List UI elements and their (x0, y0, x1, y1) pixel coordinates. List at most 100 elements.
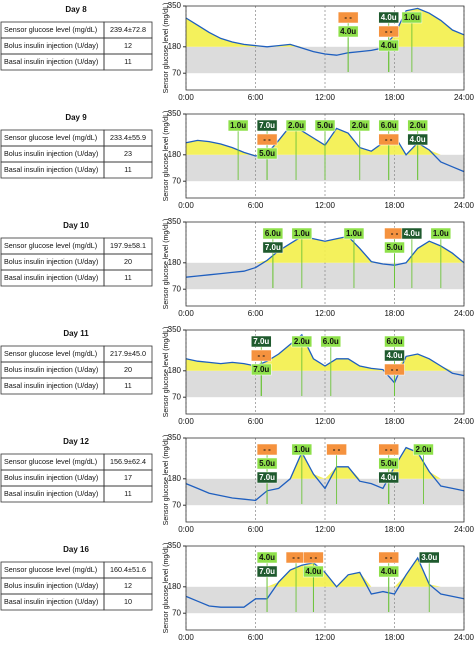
insulin-box (378, 551, 399, 564)
row-label: Sensor glucose level (mg/dL) (4, 457, 97, 466)
glucose-line (185, 7, 465, 56)
row-value: 11 (124, 57, 131, 66)
x-tick-label: 12:00 (315, 201, 336, 210)
plot-frame (185, 221, 465, 307)
plot-frame (185, 113, 465, 199)
insulin-label: 1.0u (346, 229, 362, 238)
insulin-label: 6.0u (323, 337, 339, 346)
insulin-label: 4.0u (381, 41, 397, 50)
day-title: Day 8 (65, 5, 87, 14)
row-value: 197.9±58.1 (110, 241, 146, 250)
insulin-box (256, 551, 278, 564)
y-tick-label: 350 (168, 325, 182, 334)
x-tick-label: 6:00 (248, 93, 264, 102)
insulin-box (251, 363, 272, 376)
insulin-label: 7.0u (259, 473, 275, 482)
y-tick-label: 70 (172, 392, 181, 401)
x-tick-label: 18:00 (384, 525, 405, 534)
insulin-box (378, 457, 399, 470)
insulin-label: 1.0u (230, 121, 246, 130)
row-value: 11 (124, 273, 131, 282)
hyperglycemia-area (186, 447, 464, 479)
insulin-label: 5.0u (317, 121, 333, 130)
y-axis-label: Sensor glucose level (mg/dL) (163, 219, 170, 310)
y-tick-label: 180 (168, 474, 182, 483)
insulin-label: 5.0u (381, 459, 397, 468)
insulin-box (407, 133, 428, 146)
insulin-label: 1.0u (404, 13, 420, 22)
insulin-box (378, 565, 399, 578)
x-tick-label: 24:00 (454, 309, 474, 318)
x-tick-label: 18:00 (384, 93, 405, 102)
row-label: Bolus insulin injection (U/day) (4, 149, 98, 158)
row-label: Sensor glucose level (mg/dL) (4, 133, 97, 142)
insulin-label: 4.0u (404, 229, 420, 238)
row-label: Basal insulin injection (U/day) (4, 381, 98, 390)
insulin-box (256, 471, 278, 484)
insulin-label: 2.0u (415, 445, 431, 454)
insulin-label: 7.0u (259, 121, 275, 130)
insulin-box (378, 11, 399, 24)
x-tick-label: 24:00 (454, 201, 474, 210)
plot-frame (185, 437, 465, 523)
insulin-box (349, 119, 370, 132)
y-tick-label: 350 (168, 217, 182, 226)
row-label: Basal insulin injection (U/day) (4, 165, 98, 174)
insulin-label: 1.0u (433, 229, 449, 238)
insulin-box (256, 443, 278, 456)
x-tick-label: 18:00 (384, 633, 405, 642)
row-value: 11 (124, 489, 131, 498)
insulin-label: - - (333, 445, 341, 454)
insulin-label: 4.0u (340, 27, 356, 36)
insulin-box (256, 119, 278, 132)
hyperglycemia-area (186, 334, 464, 371)
insulin-label: 7.0u (253, 337, 269, 346)
insulin-box (384, 363, 405, 376)
x-tick-label: 0:00 (178, 525, 194, 534)
x-tick-label: 18:00 (384, 309, 405, 318)
y-axis-label: Sensor glucose level (mg/dL) (163, 111, 170, 202)
insulin-box (256, 565, 278, 578)
insulin-label: - - (263, 135, 271, 144)
insulin-label: 1.0u (294, 229, 310, 238)
insulin-box (291, 443, 313, 456)
insulin-label: 5.0u (386, 243, 402, 252)
insulin-label: - - (344, 13, 352, 22)
day-title: Day 12 (63, 437, 89, 446)
x-tick-label: 12:00 (315, 525, 336, 534)
row-label: Bolus insulin injection (U/day) (4, 473, 98, 482)
insulin-label: 7.0u (259, 567, 275, 576)
insulin-label: 4.0u (381, 13, 397, 22)
insulin-box (378, 471, 399, 484)
row-value: 17 (124, 473, 132, 482)
x-tick-label: 24:00 (454, 633, 474, 642)
y-tick-label: 180 (168, 42, 182, 51)
insulin-box (291, 227, 313, 240)
insulin-box (378, 25, 399, 38)
row-value: 12 (124, 41, 132, 50)
insulin-box (256, 457, 278, 470)
table-cell (103, 53, 153, 71)
x-tick-label: 0:00 (178, 309, 194, 318)
insulin-box (401, 227, 423, 240)
y-tick-label: 180 (168, 258, 182, 267)
insulin-label: 6.0u (265, 229, 281, 238)
y-axis-label: Sensor glucose level (mg/dL) (163, 543, 170, 634)
insulin-box (378, 443, 399, 456)
row-label: Basal insulin injection (U/day) (4, 273, 98, 282)
insulin-box (384, 335, 405, 348)
insulin-label: - - (385, 135, 393, 144)
insulin-box (291, 335, 313, 348)
y-tick-label: 70 (172, 608, 181, 617)
x-tick-label: 24:00 (454, 93, 474, 102)
x-tick-label: 6:00 (248, 309, 264, 318)
row-label: Sensor glucose level (mg/dL) (4, 565, 97, 574)
table-cell (103, 269, 153, 287)
row-label: Sensor glucose level (mg/dL) (4, 241, 97, 250)
insulin-box (343, 227, 365, 240)
insulin-label: - - (391, 229, 399, 238)
insulin-box (326, 443, 347, 456)
insulin-box (320, 335, 342, 348)
insulin-box (262, 241, 284, 254)
